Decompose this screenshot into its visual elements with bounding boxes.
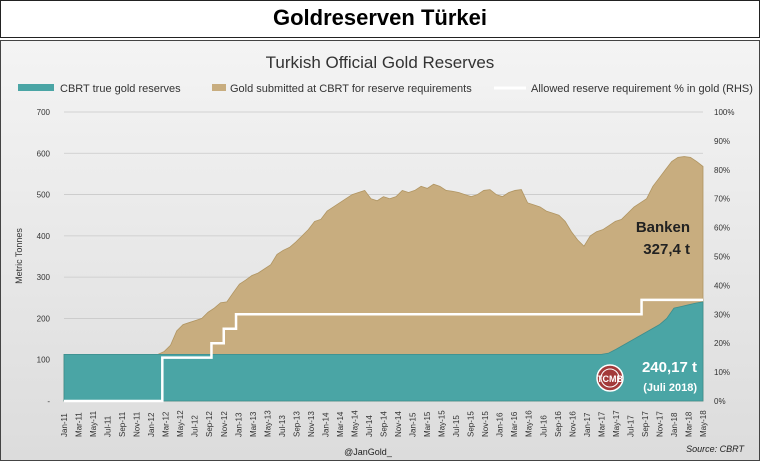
x-tick-label: May-18 [699, 410, 708, 437]
x-tick-label: Jan-14 [321, 412, 330, 437]
x-tick-label: May-15 [438, 410, 447, 437]
x-tick-label: Nov-12 [220, 411, 229, 437]
twitter-handle: @JanGold_ [344, 447, 393, 457]
y2-tick-label: 50% [714, 253, 730, 262]
x-tick-label: Sep-16 [554, 411, 563, 437]
legend-swatch-submitted [212, 84, 226, 91]
banner: Goldreserven Türkei [0, 0, 760, 38]
x-tick-label: Jan-15 [409, 412, 418, 437]
legend-label-requirement: Allowed reserve requirement % in gold (R… [531, 83, 753, 95]
x-tick-label: Jul-13 [278, 415, 287, 437]
y2-tick-label: 60% [714, 224, 730, 233]
x-tick-label: Mar-11 [75, 412, 84, 437]
x-tick-label: Jul-15 [452, 415, 461, 437]
banner-title: Goldreserven Türkei [273, 5, 487, 30]
x-tick-label: Jan-11 [60, 413, 69, 437]
x-tick-label: Mar-14 [336, 411, 345, 437]
legend: CBRT true gold reserves Gold submitted a… [18, 83, 753, 95]
line-reserve-requirement [64, 298, 703, 403]
banken-label: Banken [636, 219, 690, 236]
x-tick-label: Jul-16 [539, 415, 548, 437]
y-tick-label: 400 [37, 232, 51, 241]
y2-tick-label: 100% [714, 108, 734, 117]
cbrt-date: (Juli 2018) [643, 382, 697, 394]
y2-tick-label: 40% [714, 281, 730, 290]
x-tick-label: May-13 [263, 410, 272, 437]
y2-tick-label: 10% [714, 368, 730, 377]
x-tick-label: Mar-18 [684, 411, 693, 437]
x-tick-label: Mar-16 [510, 411, 519, 437]
y-tick-label: 100 [37, 356, 51, 365]
y-tick-label: 200 [37, 314, 51, 323]
x-tick-label: Jul-11 [104, 415, 113, 437]
y2-tick-label: 20% [714, 339, 730, 348]
cbrt-value: 240,17 t [642, 359, 697, 376]
x-tick-label: Mar-17 [597, 411, 606, 437]
x-tick-label: Mar-15 [423, 411, 432, 437]
x-tick-label: Jan-16 [496, 412, 505, 437]
legend-label-cbrt: CBRT true gold reserves [60, 83, 181, 95]
x-tick-label: May-12 [176, 410, 185, 437]
x-tick-label: Sep-15 [467, 411, 476, 437]
y-axis-right: 0% 10% 20% 30% 40% 50% 60% 70% 80% 90% 100% [714, 108, 734, 406]
x-tick-label: Nov-15 [481, 411, 490, 437]
y2-tick-label: 90% [714, 137, 730, 146]
x-tick-label: Jan-17 [583, 412, 592, 437]
x-tick-label: May-11 [89, 410, 98, 437]
y2-tick-label: 80% [714, 166, 730, 175]
x-tick-label: May-14 [350, 410, 359, 437]
x-tick-label: Jan-18 [670, 412, 679, 437]
x-tick-label: Nov-14 [394, 411, 403, 437]
x-tick-label: Sep-14 [380, 411, 389, 437]
x-axis: Jan-11 Mar-11 May-11 Jul-11 Sep-11 Nov-11 Jan-… [60, 410, 708, 437]
x-tick-label: Mar-12 [162, 411, 171, 437]
x-tick-label: Nov-16 [568, 411, 577, 437]
y-axis-title: Metric Tonnes [14, 228, 24, 284]
x-tick-label: Jan-12 [147, 412, 156, 437]
plot-areas [63, 156, 704, 403]
x-tick-label: Sep-11 [118, 411, 127, 437]
y2-tick-label: 30% [714, 310, 730, 319]
y-tick-label: 500 [37, 191, 51, 200]
area-cbrt-true-reserves [63, 301, 704, 402]
y-axis-left: - 100 200 300 400 500 600 700 [37, 108, 51, 406]
y-tick-label: 300 [37, 273, 51, 282]
x-tick-label: Nov-11 [133, 411, 142, 437]
x-tick-label: Nov-13 [307, 411, 316, 437]
tcmb-logo: TCMB [596, 364, 624, 392]
x-tick-label: May-16 [525, 410, 534, 437]
source-note: Source: CBRT [686, 444, 745, 454]
x-tick-label: Jan-13 [234, 412, 243, 437]
x-tick-label: Sep-17 [641, 411, 650, 437]
y-tick-label: - [47, 397, 50, 406]
y-tick-label: 600 [37, 149, 51, 158]
legend-swatch-cbrt [18, 84, 54, 91]
x-tick-label: Jul-14 [365, 415, 374, 437]
svg-text:TCMB: TCMB [597, 374, 623, 384]
y2-tick-label: 70% [714, 195, 730, 204]
y-tick-label: 700 [37, 108, 51, 117]
x-tick-label: May-17 [612, 410, 621, 437]
x-tick-label: Sep-13 [292, 411, 301, 437]
chart-title: Turkish Official Gold Reserves [266, 53, 495, 72]
x-tick-label: Jul-17 [626, 415, 635, 437]
x-tick-label: Sep-12 [205, 411, 214, 437]
y2-tick-label: 0% [714, 397, 726, 406]
legend-label-submitted: Gold submitted at CBRT for reserve requi… [230, 83, 472, 95]
banken-value: 327,4 t [643, 241, 690, 258]
x-tick-label: Nov-17 [655, 411, 664, 437]
x-tick-label: Jul-12 [191, 415, 200, 437]
x-tick-label: Mar-13 [249, 411, 258, 437]
